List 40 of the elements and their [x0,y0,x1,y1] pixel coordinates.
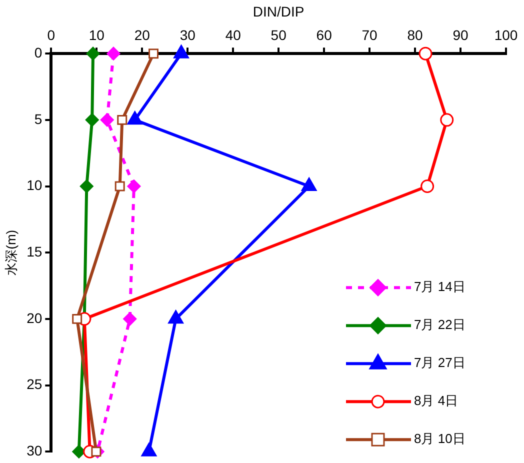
y-tick-label: 30 [26,442,42,458]
x-tick-label: 40 [225,27,242,44]
point [114,181,125,192]
legend-label: 7月 22日 [414,317,466,332]
legend-label: 8月 4日 [414,393,458,408]
point [418,46,432,60]
y-tick-label: 10 [26,177,42,194]
point [72,314,82,324]
y-tick-label: 5 [34,110,42,127]
point [117,114,128,125]
legend-label: 7月 27日 [414,355,466,370]
legend-label: 8月 10日 [414,431,466,446]
y-tick-label: 0 [34,44,42,60]
point [420,180,434,194]
y-tick-label: 25 [26,376,42,392]
y-axis-title: 水深(m) [3,230,18,276]
x-axis-title: DIN/DIP [252,3,304,20]
point [440,113,454,127]
point [127,180,141,194]
x-tick-label: 50 [270,27,287,44]
point [85,113,99,127]
x-tick-label: 90 [452,27,469,44]
point [80,180,94,194]
x-tick-label: 100 [494,27,518,44]
x-tick-label: 80 [407,27,424,44]
x-tick-label: 70 [362,27,378,44]
y-tick-label: 20 [26,310,42,326]
point [123,312,137,326]
point [106,46,120,60]
legend-label: 7月 14日 [414,279,466,294]
point [148,48,158,59]
x-tick-label: 30 [180,27,196,44]
x-tick-label: 60 [316,27,332,44]
point [86,46,100,60]
x-tick-label: 20 [134,27,150,44]
x-tick-label: 10 [88,27,105,44]
point [91,446,102,457]
y-tick-label: 15 [26,243,42,260]
point [100,113,114,127]
x-tick-label: 0 [47,27,56,44]
